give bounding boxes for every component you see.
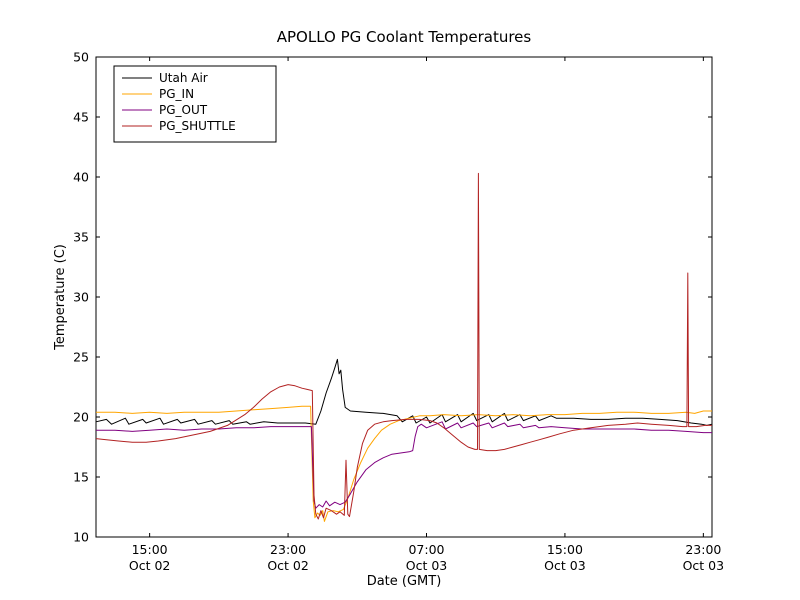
legend: Utah Air PG_IN PG_OUT PG_SHUTTLE — [113, 65, 277, 143]
y-axis-label: Temperature (C) — [53, 244, 68, 351]
legend-label-pg-out: PG_OUT — [159, 103, 208, 117]
y-tick-label: 35 — [73, 230, 89, 245]
y-tick-label: 30 — [73, 290, 89, 305]
x-tick-label-date: Oct 03 — [406, 558, 448, 573]
series-line-utah-air — [95, 358, 713, 426]
y-tick-label: 15 — [73, 470, 89, 485]
y-tick-label: 20 — [73, 410, 89, 425]
chart-title: APOLLO PG Coolant Temperatures — [277, 28, 532, 46]
x-tick-label-date: Oct 02 — [267, 558, 309, 573]
y-tick-label: 45 — [73, 110, 89, 125]
series-line-pg-in — [96, 405, 712, 522]
legend-box — [113, 65, 277, 143]
x-tick-label-date: Oct 03 — [683, 558, 725, 573]
x-tick-label-time: 15:00 — [132, 542, 168, 557]
y-tick-label: 40 — [73, 170, 89, 185]
x-tick-label-date: Oct 02 — [129, 558, 171, 573]
series-layer — [95, 172, 713, 522]
series-line-pg-shuttle — [95, 172, 712, 520]
x-tick-label-time: 07:00 — [408, 542, 444, 557]
y-tick-label: 10 — [73, 530, 89, 545]
x-axis-label: Date (GMT) — [367, 574, 442, 589]
x-tick-label-time: 23:00 — [270, 542, 306, 557]
x-tick-label-date: Oct 03 — [544, 558, 586, 573]
series-line-pg-out — [96, 421, 712, 509]
legend-label-utah-air: Utah Air — [159, 71, 208, 85]
y-tick-label: 50 — [73, 50, 89, 65]
x-tick-label-time: 23:00 — [685, 542, 721, 557]
legend-label-pg-shuttle: PG_SHUTTLE — [159, 119, 236, 133]
x-tick-label-time: 15:00 — [547, 542, 583, 557]
y-tick-label: 25 — [73, 350, 89, 365]
legend-label-pg-in: PG_IN — [159, 87, 194, 101]
